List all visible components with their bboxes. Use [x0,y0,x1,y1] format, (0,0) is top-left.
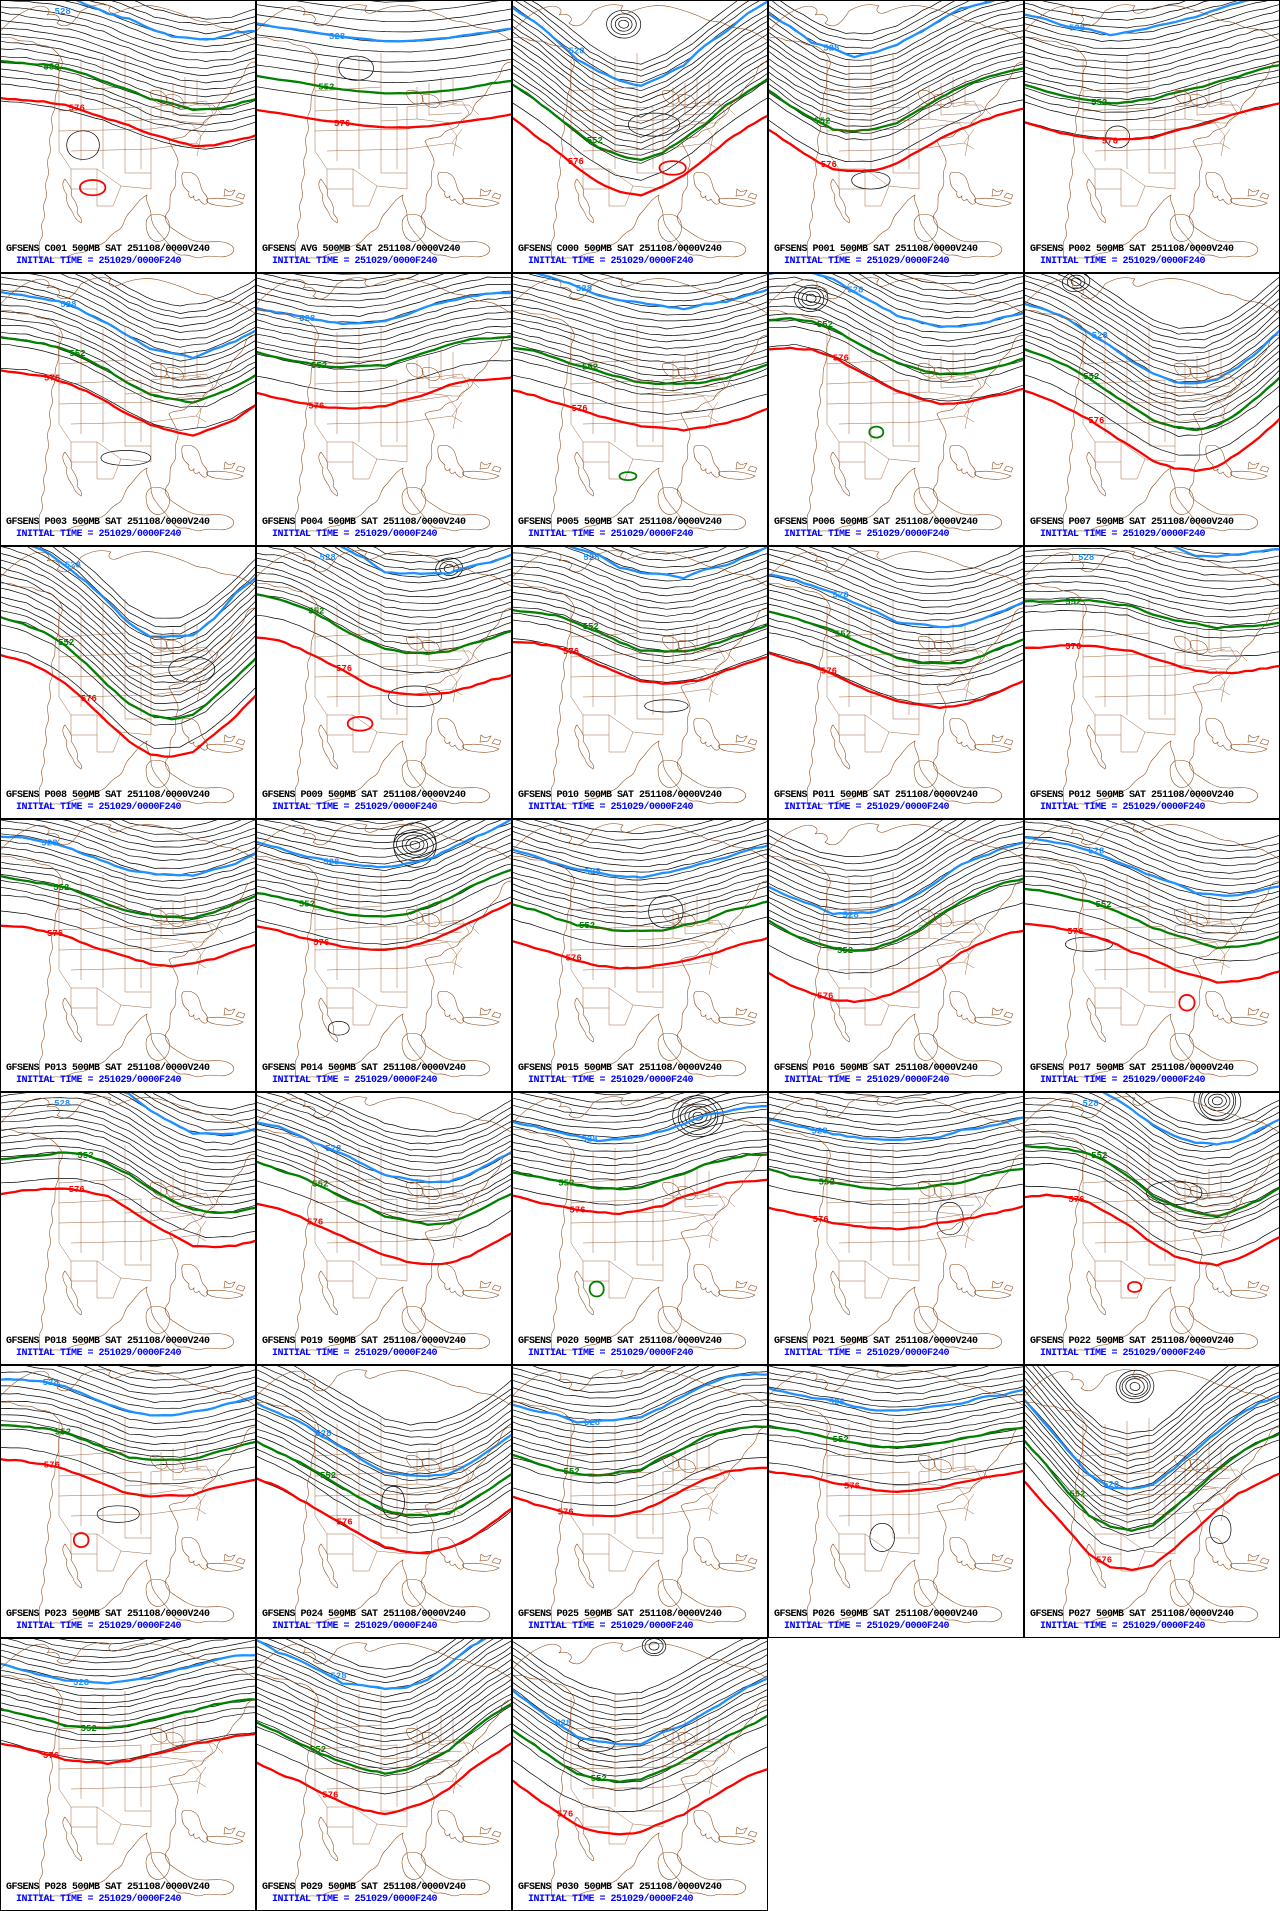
svg-text:576: 576 [43,1751,59,1761]
svg-text:528: 528 [299,314,315,324]
svg-text:576: 576 [336,664,352,674]
svg-text:576: 576 [1102,137,1118,147]
svg-text:528: 528 [832,591,848,601]
svg-text:576: 576 [813,1215,829,1225]
svg-text:552: 552 [81,1724,97,1734]
svg-text:576: 576 [566,954,582,964]
svg-text:552: 552 [53,883,69,893]
svg-text:528: 528 [555,1719,571,1729]
svg-text:576: 576 [334,119,350,129]
svg-text:528: 528 [847,286,863,296]
svg-text:552: 552 [558,1179,574,1189]
svg-text:576: 576 [322,1791,338,1801]
svg-text:528: 528 [43,1378,59,1388]
svg-text:528: 528 [65,560,81,570]
svg-text:528: 528 [581,1134,597,1144]
svg-text:528: 528 [823,43,839,53]
svg-text:552: 552 [582,363,598,373]
svg-text:552: 552 [835,629,851,639]
svg-text:552: 552 [587,136,603,146]
svg-text:528: 528 [843,910,859,920]
svg-text:552: 552 [320,1471,336,1481]
svg-text:576: 576 [47,929,63,939]
svg-text:528: 528 [1103,1480,1119,1490]
svg-text:576: 576 [821,160,837,170]
svg-text:576: 576 [1096,1555,1112,1565]
svg-text:552: 552 [312,1179,328,1189]
svg-text:528: 528 [585,867,601,877]
svg-text:528: 528 [1088,847,1104,857]
svg-text:552: 552 [837,946,853,956]
svg-text:576: 576 [571,404,587,414]
svg-text:528: 528 [584,1418,600,1428]
svg-text:528: 528 [60,300,76,310]
svg-text:576: 576 [44,1461,60,1471]
svg-text:576: 576 [1068,1195,1084,1205]
svg-text:552: 552 [1065,597,1081,607]
svg-text:552: 552 [310,1745,326,1755]
svg-text:576: 576 [313,938,329,948]
svg-text:576: 576 [817,992,833,1002]
svg-text:528: 528 [73,1678,89,1688]
svg-text:576: 576 [821,667,837,677]
svg-text:576: 576 [308,402,324,412]
svg-text:576: 576 [1067,927,1083,937]
svg-text:552: 552 [318,83,334,93]
svg-text:576: 576 [337,1517,353,1527]
svg-text:528: 528 [1082,1099,1098,1109]
svg-text:576: 576 [557,1507,573,1517]
svg-text:552: 552 [77,1151,93,1161]
svg-text:528: 528 [330,1672,346,1682]
svg-text:552: 552 [55,1427,71,1437]
svg-text:552: 552 [833,1435,849,1445]
svg-text:528: 528 [325,1144,341,1154]
svg-text:528: 528 [329,32,345,42]
svg-text:552: 552 [58,638,74,648]
svg-text:528: 528 [315,1429,331,1439]
svg-text:528: 528 [811,1126,827,1136]
svg-text:552: 552 [299,900,315,910]
svg-text:576: 576 [81,694,97,704]
svg-text:576: 576 [44,374,60,384]
svg-text:552: 552 [1083,372,1099,382]
svg-text:576: 576 [69,1185,85,1195]
svg-text:552: 552 [817,320,833,330]
svg-text:552: 552 [69,349,85,359]
svg-text:576: 576 [557,1809,573,1819]
svg-text:552: 552 [583,622,599,632]
svg-text:552: 552 [44,63,60,73]
svg-text:528: 528 [323,857,339,867]
svg-text:576: 576 [1088,416,1104,426]
svg-text:528: 528 [41,838,57,848]
svg-text:576: 576 [833,353,849,363]
svg-text:552: 552 [814,116,830,126]
svg-text:528: 528 [1092,331,1108,341]
svg-text:576: 576 [69,103,85,113]
svg-text:576: 576 [569,1206,585,1216]
svg-text:576: 576 [844,1482,860,1492]
svg-text:528: 528 [829,1397,845,1407]
svg-text:528: 528 [1069,24,1085,34]
svg-text:528: 528 [320,553,336,563]
